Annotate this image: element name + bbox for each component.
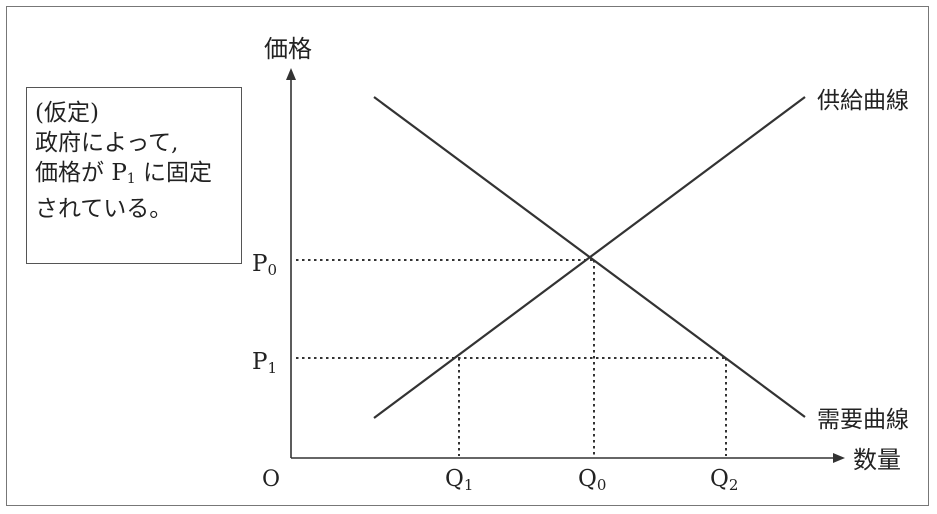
figure-frame [6,6,929,506]
p1-label: P1 [252,349,277,377]
assumption-box: (仮定) 政府によって, 価格が P1 に固定 されている。 [26,87,242,264]
assumption-line-3: 価格が P1 に固定 [35,158,235,194]
supply-curve-label: 供給曲線 [817,88,909,114]
y-axis-label: 価格 [264,35,312,63]
q0-label: Q0 [578,466,606,494]
assumption-price-symbol: P [111,160,127,186]
p0-symbol: P [252,251,267,277]
x-axis-arrowhead [833,453,845,463]
demand-curve-label: 需要曲線 [817,407,909,433]
q2-symbol: Q [710,466,729,492]
p1-symbol: P [252,349,267,375]
q1-symbol: Q [445,466,464,492]
q1-label: Q1 [445,466,473,494]
p0-label: P0 [252,251,277,279]
origin-label: O [262,467,280,492]
assumption-line-4: されている。 [35,196,173,222]
q2-subscript: 2 [729,476,739,494]
p0-subscript: 0 [267,261,277,279]
x-axis-label: 数量 [853,446,901,474]
assumption-line-2: 政府によって, [35,130,179,156]
assumption-price-subscript: 1 [126,171,136,187]
q2-label: Q2 [710,466,738,494]
q1-subscript: 1 [464,476,474,494]
y-axis-arrowhead [286,68,296,80]
assumption-heading: (仮定) [35,100,99,126]
assumption-line-3-prefix: 価格が [35,160,104,186]
supply-curve [373,96,806,419]
p1-subscript: 1 [267,359,277,377]
q0-symbol: Q [578,466,597,492]
assumption-line-3-suffix: に固定 [143,160,213,186]
q0-subscript: 0 [597,476,607,494]
